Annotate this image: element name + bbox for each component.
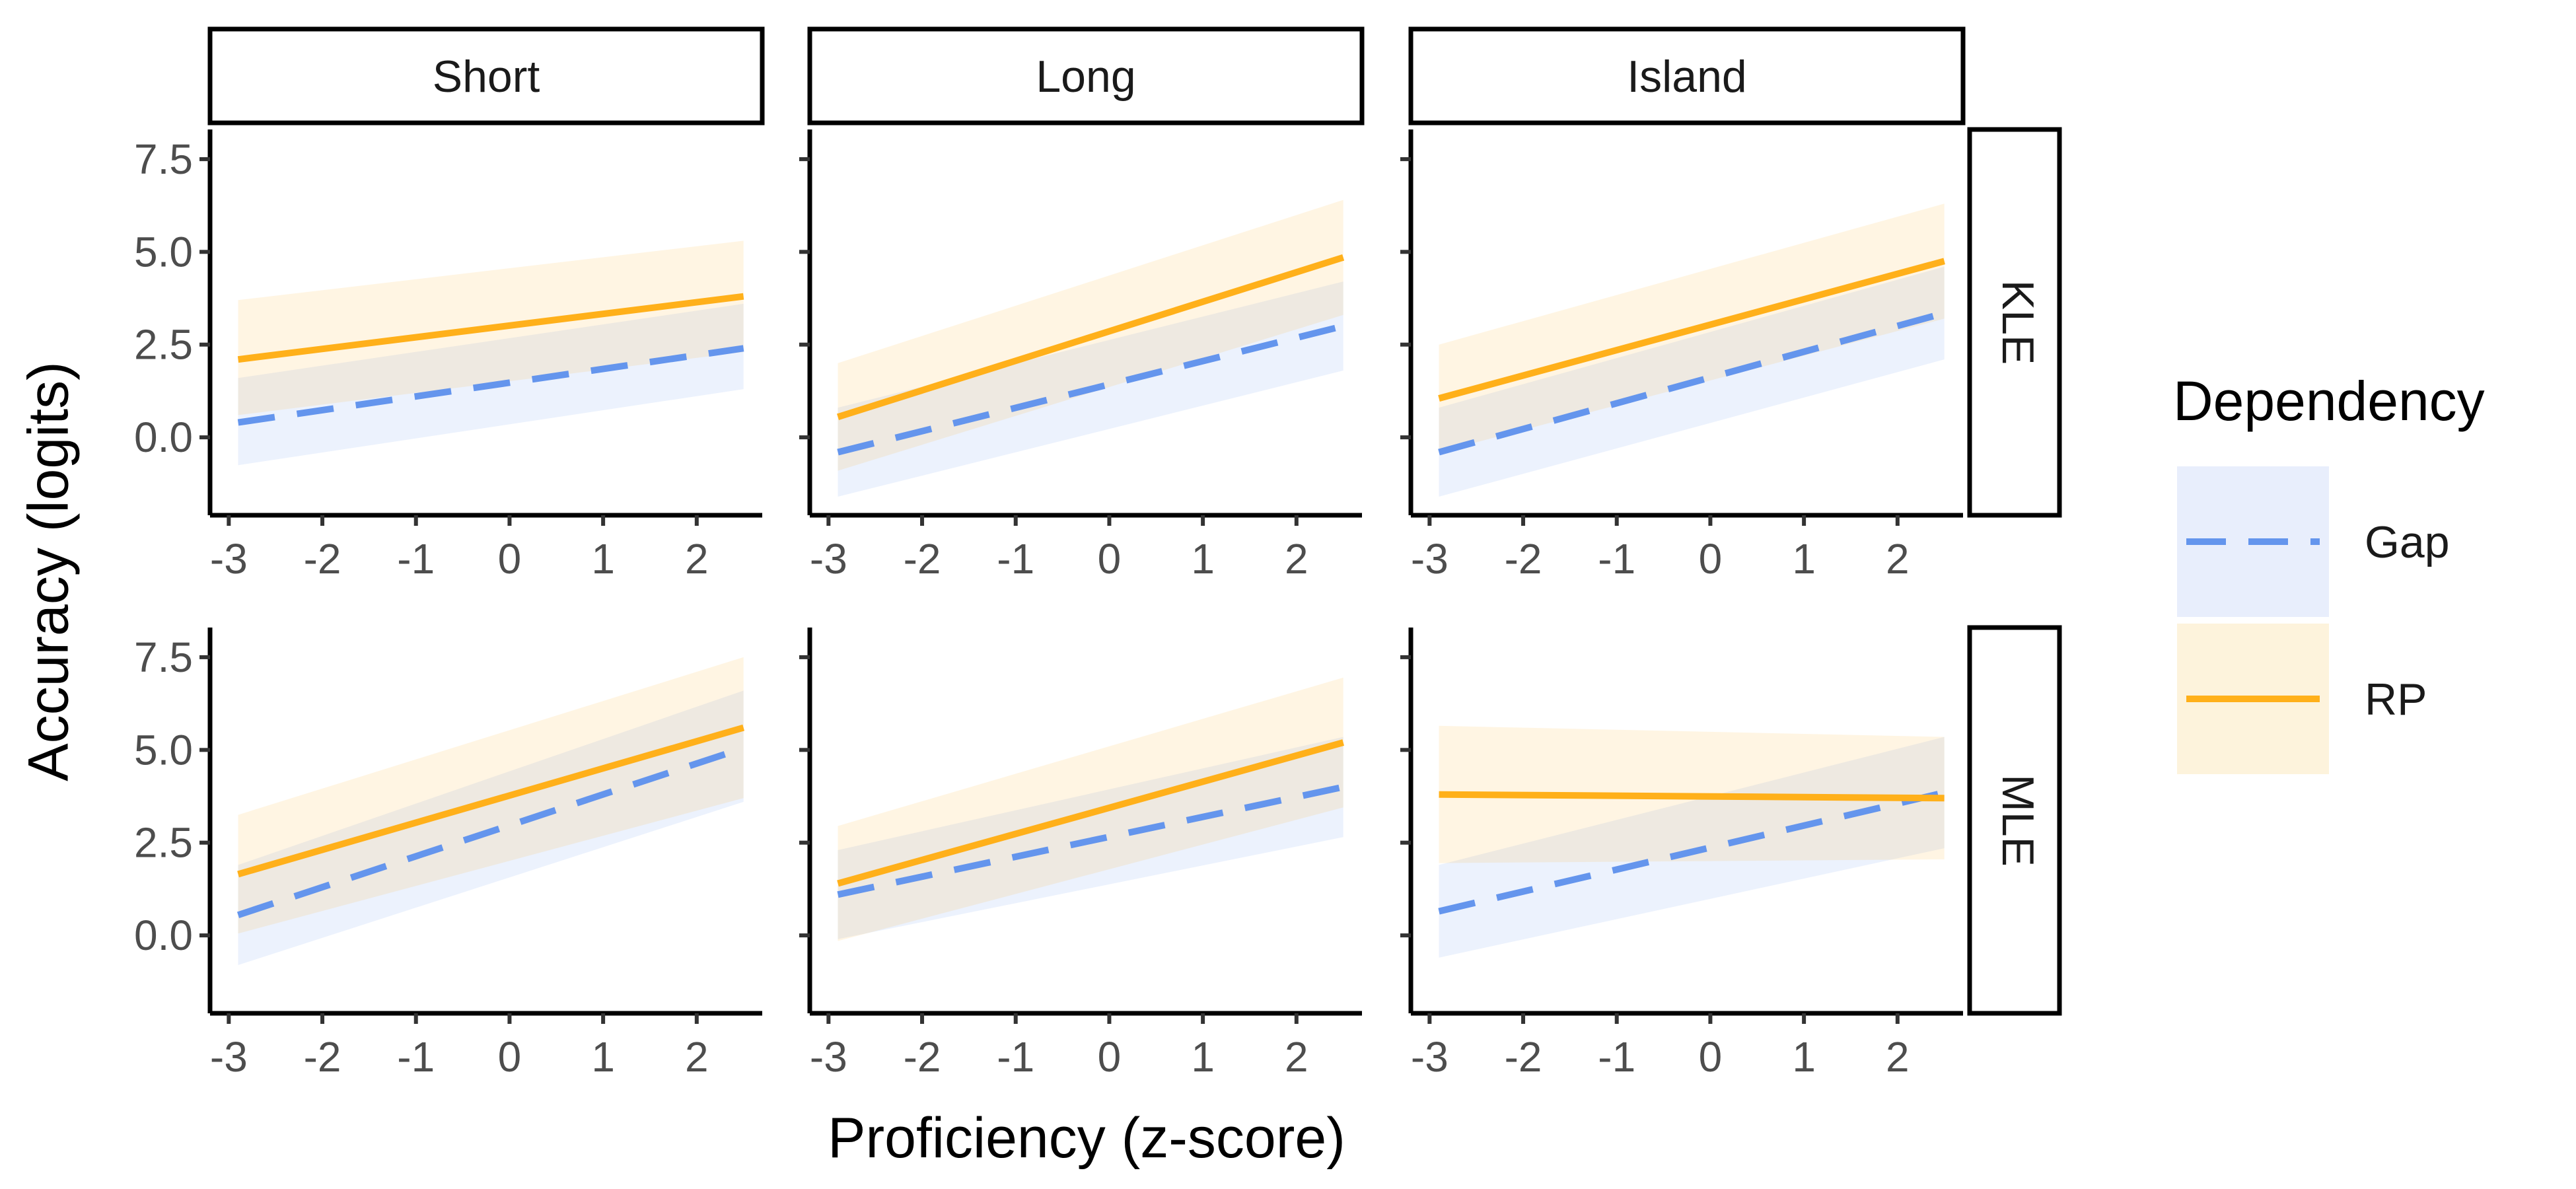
line-gap xyxy=(1438,310,1945,456)
x-tick-label: -3 xyxy=(1411,535,1449,583)
strip-box xyxy=(207,26,765,126)
line-rp xyxy=(1439,791,1945,802)
x-tick-label: 0 xyxy=(498,1033,522,1081)
x-tick-label: -1 xyxy=(1598,1033,1635,1081)
x-tick-label: -1 xyxy=(397,535,435,583)
x-tick-label: 1 xyxy=(1792,535,1816,583)
legend: Dependency Gap RP xyxy=(2173,370,2485,774)
x-tick-label: 0 xyxy=(1699,535,1723,583)
strip-kle: KLE xyxy=(1967,127,2062,518)
panel-kle-island: -3 -2 -1 0 1 2 xyxy=(1400,129,1963,583)
line-rp xyxy=(237,724,745,878)
strip-box xyxy=(1967,625,2062,1016)
strip-box xyxy=(1967,127,2062,518)
x-tick-label: 1 xyxy=(591,535,615,583)
line-gap xyxy=(237,345,744,426)
x-tick-label: 2 xyxy=(1285,1033,1308,1081)
x-tick-label: -1 xyxy=(997,535,1034,583)
strip-island: Island xyxy=(1408,26,1966,126)
x-tick-label: 0 xyxy=(1098,535,1122,583)
x-tick-label: 2 xyxy=(1285,535,1308,583)
x-tick-label: -1 xyxy=(997,1033,1034,1081)
x-tick-label: 1 xyxy=(591,1033,615,1081)
line-rp xyxy=(237,293,744,363)
x-tick-label: -3 xyxy=(1411,1033,1449,1081)
x-tick-label: -2 xyxy=(1505,535,1542,583)
line-gap xyxy=(236,744,745,918)
x-tick-label: -1 xyxy=(397,1033,435,1081)
legend-label-rp: RP xyxy=(2365,674,2427,725)
x-tick-label: 0 xyxy=(498,535,522,583)
x-tick-label: 0 xyxy=(1098,1033,1122,1081)
line-rp xyxy=(1438,258,1945,402)
ribbon-gap xyxy=(238,690,744,965)
y-tick-label: 7.5 xyxy=(134,135,193,183)
ribbon-rp xyxy=(838,677,1343,941)
y-tick-label: 5.0 xyxy=(134,228,193,275)
x-tick-label: -2 xyxy=(904,1033,941,1081)
x-tick-label: -2 xyxy=(304,1033,341,1081)
y-tick-label: 2.5 xyxy=(134,321,193,369)
line-rp xyxy=(837,254,1345,420)
strip-long: Long xyxy=(807,26,1365,126)
strip-label-short: Short xyxy=(433,52,540,102)
strip-label-long: Long xyxy=(1036,52,1135,102)
x-tick-label: 0 xyxy=(1699,1033,1723,1081)
x-tick-label: -2 xyxy=(1505,1033,1542,1081)
x-tick-label: 1 xyxy=(1191,1033,1215,1081)
panel-mle-island: -3 -2 -1 0 1 2 xyxy=(1400,628,1963,1081)
strip-label-mle: MLE xyxy=(1993,774,2043,867)
strip-mle: MLE xyxy=(1967,625,2062,1016)
line-gap xyxy=(1438,789,1945,915)
x-tick-label: 2 xyxy=(1886,1033,1910,1081)
y-tick-label: 5.0 xyxy=(134,726,193,774)
x-tick-label: 2 xyxy=(1886,535,1910,583)
strip-label-island: Island xyxy=(1627,52,1746,102)
line-gap xyxy=(837,783,1344,898)
panel-mle-long: -3 -2 -1 0 1 2 xyxy=(799,628,1362,1081)
y-tick-label: 0.0 xyxy=(134,912,193,959)
ribbon-gap xyxy=(1439,737,1945,958)
x-tick-label: 1 xyxy=(1792,1033,1816,1081)
strip-box xyxy=(1408,26,1966,126)
legend-item-gap: Gap xyxy=(2177,466,2450,617)
x-tick-label: -3 xyxy=(810,535,847,583)
legend-item-rp: RP xyxy=(2177,624,2427,774)
y-tick-label: 0.0 xyxy=(134,414,193,461)
strip-short: Short xyxy=(207,26,765,126)
x-tick-label: -2 xyxy=(904,535,941,583)
legend-title: Dependency xyxy=(2173,370,2485,432)
line-rp xyxy=(837,739,1345,887)
ribbon-rp xyxy=(238,657,744,934)
strip-label-kle: KLE xyxy=(1993,280,2043,365)
x-tick-label: 2 xyxy=(685,535,709,583)
line-gap xyxy=(837,322,1344,456)
x-tick-label: 2 xyxy=(685,1033,709,1081)
y-tick-label: 7.5 xyxy=(134,633,193,681)
legend-label-gap: Gap xyxy=(2365,517,2450,567)
x-tick-label: -3 xyxy=(810,1033,847,1081)
y-axis-title: Accuracy (logits) xyxy=(17,361,81,781)
panel-kle-long: -3 -2 -1 0 1 2 xyxy=(799,129,1362,583)
panel-mle-short: 0.0 2.5 5.0 7.5 -3 -2 -1 0 1 2 xyxy=(134,628,762,1081)
panel-kle-short: 0.0 2.5 5.0 7.5 -3 -2 -1 0 1 2 xyxy=(134,129,762,583)
strip-box xyxy=(807,26,1365,126)
y-tick-label: 2.5 xyxy=(134,819,193,867)
x-tick-label: -3 xyxy=(210,1033,248,1081)
x-axis-title: Proficiency (z-score) xyxy=(828,1106,1345,1170)
x-tick-label: 1 xyxy=(1191,535,1215,583)
x-tick-label: -3 xyxy=(210,535,248,583)
x-tick-label: -2 xyxy=(304,535,341,583)
x-tick-label: -1 xyxy=(1598,535,1635,583)
